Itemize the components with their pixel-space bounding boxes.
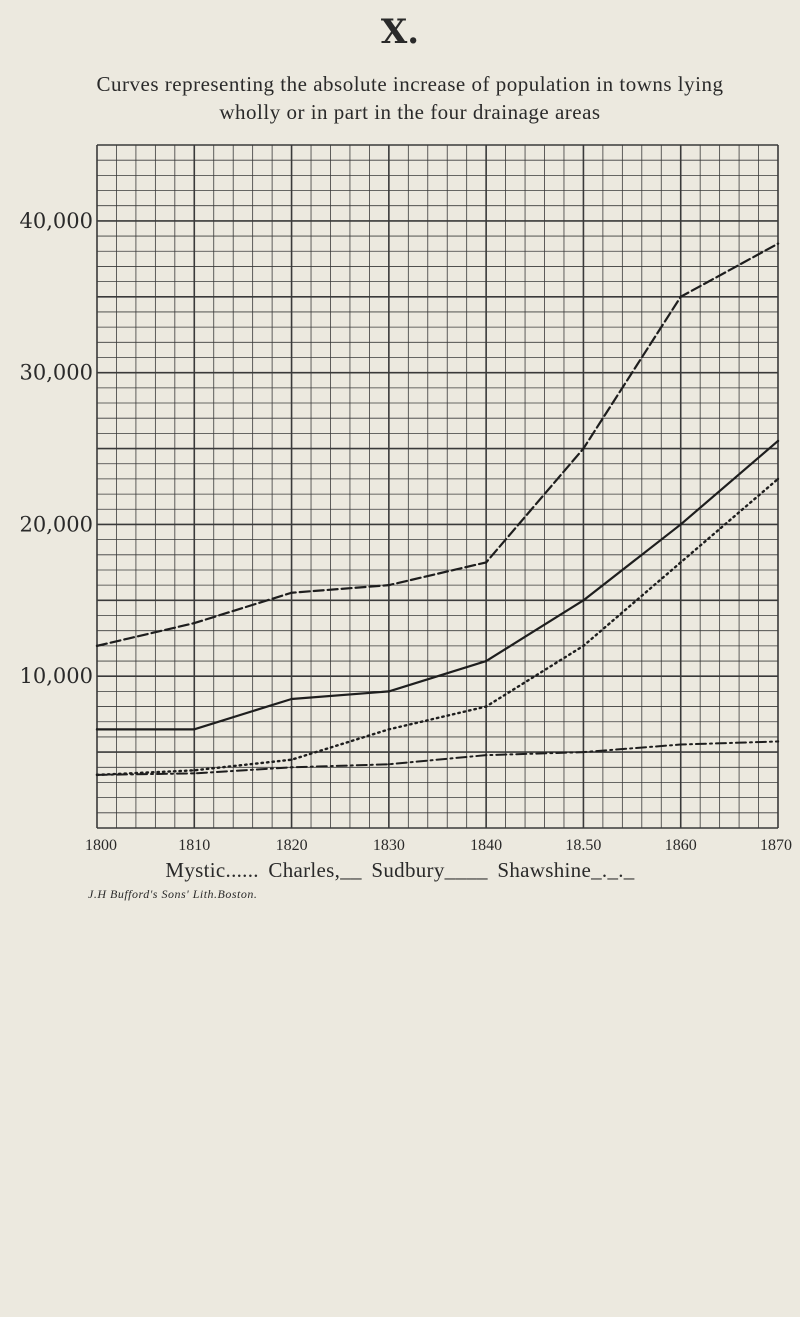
y-tick-label: 30,000 [20, 361, 93, 385]
chart-legend: Mystic...... Charles,__ Sudbury____ Shaw… [0, 858, 800, 883]
data-point-sudbury [95, 728, 99, 731]
chart-series [95, 242, 780, 777]
x-tick-label: 1860 [665, 837, 697, 854]
data-point-shawshine [582, 750, 585, 754]
x-tick-label: 1870 [760, 837, 792, 854]
data-point-shawshine [290, 766, 293, 769]
y-axis-ticks: 10,000 20,000 30,000 40,000 [20, 209, 93, 688]
x-tick-label: 1810 [178, 837, 210, 854]
data-point-charles [484, 561, 488, 564]
chart-title: Curves representing the absolute increas… [60, 70, 760, 126]
data-point-sudbury [582, 599, 585, 602]
data-point-shawshine [387, 763, 391, 766]
data-point-mystic [679, 561, 682, 564]
x-tick-label: 1820 [276, 837, 308, 854]
series-line-sudbury [95, 439, 780, 731]
data-point-mystic [290, 758, 293, 761]
data-point-shawshine [193, 772, 196, 775]
legend-sudbury: Sudbury____ [371, 858, 488, 882]
legend-shawshine: Shawshine_._._ [497, 858, 635, 882]
data-point-shawshine [776, 740, 780, 743]
y-tick-label: 10,000 [20, 664, 93, 688]
chart-title-line-2: wholly or in part in the four drainage a… [219, 100, 601, 124]
x-tick-label: 1830 [373, 837, 405, 854]
x-tick-label: 1800 [85, 837, 117, 854]
data-point-mystic [387, 728, 391, 731]
data-point-charles [290, 591, 293, 594]
data-point-sudbury [679, 523, 682, 526]
data-point-sudbury [484, 659, 488, 663]
data-point-sudbury [387, 690, 391, 693]
data-point-charles [679, 295, 682, 298]
data-point-shawshine [484, 753, 488, 757]
series-line-charles [95, 242, 780, 647]
series-line-mystic [95, 477, 780, 777]
data-point-charles [776, 242, 780, 245]
data-point-mystic [484, 705, 488, 708]
data-point-sudbury [776, 439, 780, 443]
chart-grid [96, 144, 779, 829]
legend-charles: Charles,__ [268, 858, 362, 882]
data-point-mystic [776, 477, 780, 481]
x-tick-label: 18.50 [565, 837, 601, 854]
data-point-charles [387, 583, 391, 587]
data-point-shawshine [95, 773, 99, 777]
lithographer-credit: J.H Bufford's Sons' Lith.Boston. [88, 887, 258, 901]
data-point-charles [582, 447, 585, 450]
x-axis-ticks: 1800 1810 1820 1830 1840 18.50 1860 1870 [85, 837, 792, 854]
series-line-shawshine [96, 740, 779, 776]
legend-mystic: Mystic...... [165, 858, 259, 882]
y-tick-label: 20,000 [20, 512, 93, 536]
data-point-sudbury [193, 728, 196, 731]
data-point-sudbury [290, 697, 293, 701]
data-point-charles [193, 621, 196, 625]
data-point-mystic [193, 769, 196, 772]
x-tick-label: 1840 [470, 837, 502, 854]
data-point-charles [95, 644, 99, 648]
chart-title-line-1: Curves representing the absolute increas… [96, 72, 724, 96]
plate-number: X. [380, 12, 420, 52]
data-point-mystic [582, 644, 585, 648]
data-point-shawshine [679, 743, 682, 746]
y-tick-label: 40,000 [20, 209, 93, 233]
